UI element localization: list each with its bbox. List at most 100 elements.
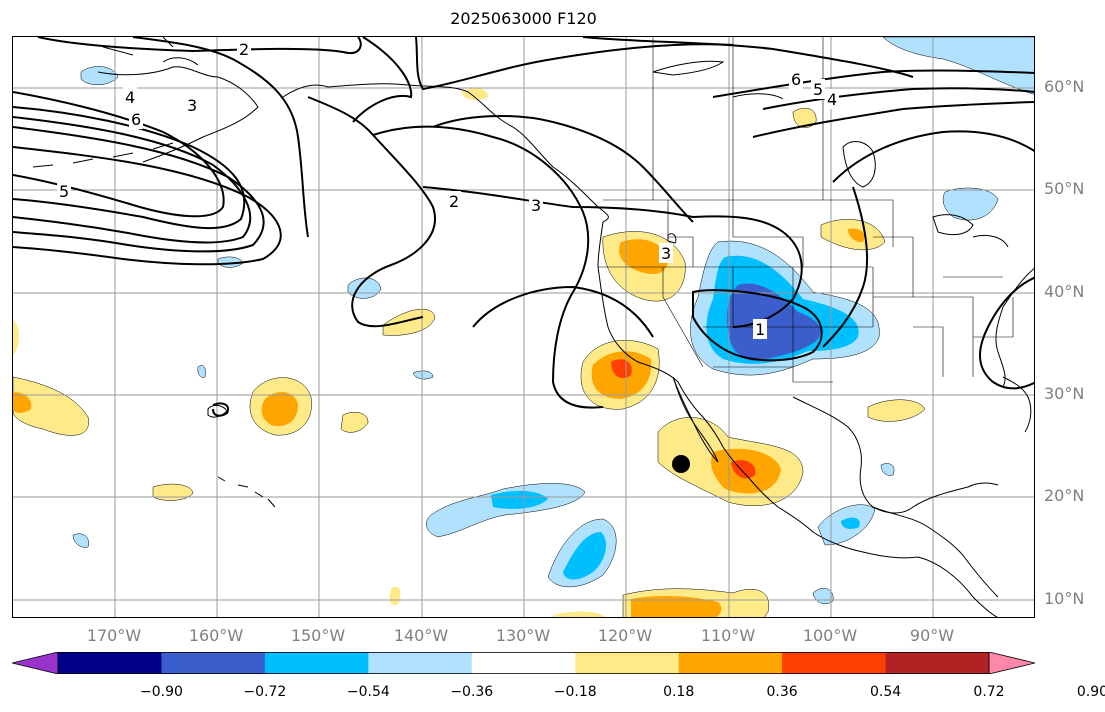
- colorbar-tick-label: 0.90: [1076, 684, 1105, 700]
- lon-label-150w: 150°W: [290, 626, 346, 645]
- north-america-coastline: [597, 221, 999, 617]
- negative-anomaly-region: [491, 490, 548, 509]
- negative-anomaly-region: [942, 187, 999, 221]
- lat-label-50n: 50°N: [1044, 179, 1085, 198]
- positive-anomaly-region: [461, 87, 488, 101]
- contour-label: 3: [187, 96, 197, 115]
- lat-label-40n: 40°N: [1044, 282, 1085, 301]
- colorbar-tick-label: 0.54: [869, 684, 902, 700]
- contour-line: [37, 37, 362, 54]
- great-lakes: [932, 214, 1009, 248]
- contour-line: [13, 126, 265, 253]
- lon-label-110w: 110°W: [700, 626, 756, 645]
- lon-label-160w: 160°W: [188, 626, 244, 645]
- positive-anomaly-region: [389, 586, 401, 606]
- location-marker: [672, 455, 690, 473]
- contour-label: 2: [449, 192, 459, 211]
- small-island: [667, 233, 677, 244]
- positive-anomaly-region: [382, 309, 436, 336]
- east-coast: [995, 268, 1034, 388]
- contour-line: [372, 125, 604, 409]
- colorbar-tick-label: 0.72: [973, 684, 1005, 700]
- contour-line: [822, 186, 869, 348]
- alaska-coastline: [97, 57, 609, 223]
- central-america: [872, 506, 999, 598]
- gridlines: [13, 37, 1034, 617]
- hudson-bay: [842, 141, 876, 188]
- positive-anomaly-region: [13, 392, 32, 413]
- contour-line: [582, 37, 914, 78]
- contour-line: [13, 146, 282, 266]
- lon-label-100w: 100°W: [802, 626, 858, 645]
- contour-label: 4: [125, 88, 135, 107]
- positive-anomaly-region: [792, 107, 817, 128]
- map-canvas: 2 4 3 6 5 2 3 3 1 6 5: [13, 37, 1034, 617]
- contour-label: 3: [661, 244, 671, 263]
- colorbar-extend-low: [12, 652, 59, 674]
- map-panel: 2 4 3 6 5 2 3 3 1 6 5: [12, 36, 1035, 618]
- colorbar-tick-label: −0.72: [243, 684, 287, 700]
- shading-layer: [13, 37, 1034, 617]
- contour-label: 5: [813, 80, 823, 99]
- alaska-islands: [32, 37, 174, 168]
- contour-line: [432, 114, 694, 223]
- contour-label: 3: [531, 196, 541, 215]
- negative-anomaly-region: [727, 283, 821, 361]
- lon-label-170w: 170°W: [86, 626, 142, 645]
- contour-label: 4: [827, 90, 837, 109]
- lat-label-30n: 30°N: [1044, 384, 1085, 403]
- positive-anomaly-region: [867, 399, 926, 422]
- negative-anomaly-region: [563, 532, 607, 580]
- colorbar-tick-label: −0.18: [553, 684, 597, 700]
- positive-anomaly-region: [152, 483, 194, 501]
- contour-line: [472, 285, 654, 338]
- contour-line: [832, 130, 1034, 183]
- colorbar-segment: [368, 652, 473, 674]
- contour-line: [762, 87, 1034, 110]
- contour-line: [307, 96, 436, 328]
- positive-anomaly-region: [618, 239, 668, 275]
- colorbar-segment: [264, 652, 369, 674]
- contour-line: [415, 37, 734, 91]
- negative-anomaly-region: [841, 517, 860, 529]
- lon-label-140w: 140°W: [393, 626, 449, 645]
- colorbar-tick-label: −0.90: [139, 684, 183, 700]
- contour-line: [752, 101, 1034, 138]
- coastlines: [32, 37, 1034, 617]
- lat-label-20n: 20°N: [1044, 486, 1085, 505]
- colorbar-segment: [885, 652, 990, 674]
- contour-lines: [13, 37, 1034, 417]
- positive-anomaly-region: [611, 359, 632, 379]
- baja-peninsula: [672, 376, 719, 463]
- contour-label: 6: [131, 110, 141, 129]
- lat-label-10n: 10°N: [1044, 589, 1085, 608]
- colorbar-tick-label: 0.36: [766, 684, 798, 700]
- colorbar-segment: [782, 652, 887, 674]
- lon-label-90w: 90°W: [909, 626, 955, 645]
- colorbar-extend-high: [988, 652, 1035, 674]
- contour-line: [13, 91, 225, 218]
- colorbar-outline: [57, 652, 990, 674]
- lat-label-60n: 60°N: [1044, 77, 1085, 96]
- positive-anomaly-region: [553, 611, 606, 617]
- colorbar-tick-label: 0.18: [663, 684, 695, 700]
- negative-anomaly-region: [426, 483, 586, 538]
- negative-anomaly-region: [882, 37, 1034, 95]
- negative-anomaly-region: [80, 66, 119, 85]
- negative-anomaly-region: [880, 463, 895, 476]
- positive-anomaly-region: [13, 319, 19, 355]
- contour-line: [132, 37, 309, 238]
- contour-label: 5: [59, 182, 69, 201]
- state-borders: [598, 37, 1014, 383]
- colorbar-segment: [575, 652, 680, 674]
- contour-label: 2: [239, 40, 249, 59]
- positive-anomaly-region: [340, 412, 369, 433]
- contour-label: 1: [755, 320, 765, 339]
- contour-line: [13, 106, 246, 230]
- negative-anomaly-region: [197, 365, 206, 378]
- negative-anomaly-region: [412, 370, 434, 380]
- contour-line: [13, 116, 252, 244]
- positive-anomaly-region: [631, 596, 722, 617]
- map-title: 2025063000 F120: [450, 9, 597, 28]
